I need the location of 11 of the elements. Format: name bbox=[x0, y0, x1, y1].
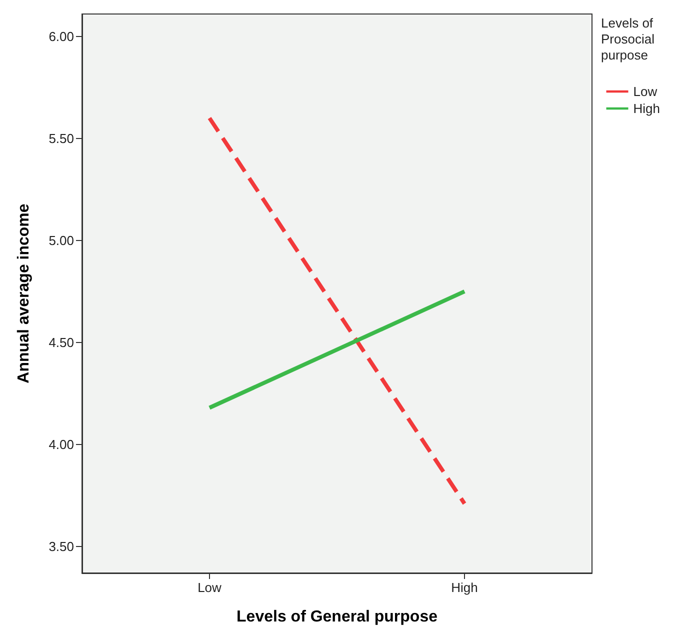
legend-label: Low bbox=[633, 84, 658, 99]
y-tick-label: 4.50 bbox=[48, 334, 74, 350]
y-tick-label: 6.00 bbox=[48, 28, 74, 44]
y-tick-label: 4.00 bbox=[48, 436, 74, 452]
y-tick-label: 3.50 bbox=[48, 538, 74, 554]
x-axis-title: Levels of General purpose bbox=[236, 608, 438, 626]
y-tick-label: 5.00 bbox=[48, 232, 74, 248]
legend-title: Levels of Prosocial purpose bbox=[601, 16, 658, 62]
y-axis-title: Annual average income bbox=[16, 204, 32, 384]
legend-label: High bbox=[633, 101, 660, 116]
y-tick-label: 5.50 bbox=[48, 130, 74, 146]
